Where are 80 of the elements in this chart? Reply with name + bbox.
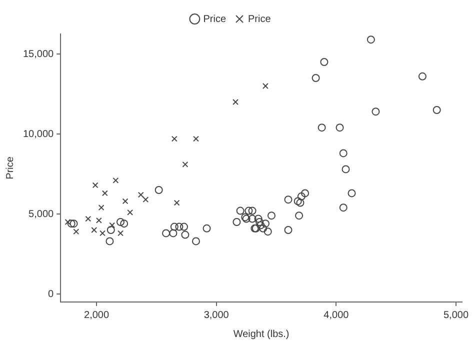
point xyxy=(248,214,256,223)
point xyxy=(193,136,199,142)
point xyxy=(248,206,256,215)
point xyxy=(267,212,276,220)
point xyxy=(112,177,119,184)
legend-label: Price xyxy=(203,14,226,25)
point xyxy=(318,124,326,132)
point xyxy=(244,206,253,215)
point xyxy=(154,186,163,194)
point xyxy=(418,72,426,80)
point xyxy=(348,189,356,198)
x-tick-label: 4,000 xyxy=(324,310,350,321)
point xyxy=(254,214,262,223)
point xyxy=(336,124,344,132)
point xyxy=(106,237,114,246)
point xyxy=(320,58,328,66)
point xyxy=(432,106,441,114)
point xyxy=(98,204,104,211)
point xyxy=(106,226,115,234)
point xyxy=(261,220,270,228)
point xyxy=(169,229,178,238)
point xyxy=(181,230,190,239)
point xyxy=(284,196,292,204)
point xyxy=(182,161,188,168)
point xyxy=(255,218,264,226)
point xyxy=(96,217,102,224)
point xyxy=(170,222,178,231)
y-tick-label: 15,000 xyxy=(22,48,54,60)
point xyxy=(259,224,268,232)
point xyxy=(339,204,348,212)
point xyxy=(284,226,292,234)
point xyxy=(102,190,108,196)
point xyxy=(372,108,380,116)
point xyxy=(366,36,375,44)
point xyxy=(264,228,272,236)
y-tick-label: 10,000 xyxy=(22,128,54,140)
point xyxy=(85,216,92,222)
x-tick-label: 2,000 xyxy=(84,310,110,321)
point xyxy=(174,200,180,206)
point xyxy=(301,189,310,198)
point xyxy=(256,221,265,230)
legend-label: Price xyxy=(248,14,272,25)
point xyxy=(192,237,200,246)
point xyxy=(171,136,178,142)
point xyxy=(127,209,134,216)
point xyxy=(175,222,184,231)
point xyxy=(202,224,211,232)
y-tick-label: 0 xyxy=(48,288,54,300)
x-tick-label: 3,000 xyxy=(204,310,230,321)
point xyxy=(70,220,78,228)
point xyxy=(142,196,149,203)
point xyxy=(296,198,304,207)
point xyxy=(92,182,98,188)
point xyxy=(120,220,128,228)
point xyxy=(180,222,188,231)
x-axis-title: Weight (lbs.) xyxy=(233,328,290,340)
point xyxy=(91,227,98,233)
point xyxy=(122,198,128,204)
point xyxy=(342,165,350,174)
x-tick-label: 5,000 xyxy=(443,310,469,321)
point xyxy=(236,206,244,215)
point xyxy=(67,220,76,228)
y-axis-title: Price xyxy=(4,156,16,180)
point xyxy=(312,74,320,82)
point xyxy=(232,218,241,226)
point xyxy=(295,212,304,220)
point xyxy=(64,219,71,225)
point xyxy=(294,197,302,206)
point xyxy=(232,99,239,105)
point xyxy=(73,228,80,235)
point xyxy=(118,230,124,236)
point xyxy=(339,149,348,158)
point xyxy=(109,222,116,228)
point xyxy=(297,192,306,200)
point xyxy=(100,230,106,236)
y-tick-label: 5,000 xyxy=(28,208,54,220)
point xyxy=(162,229,170,238)
point xyxy=(138,192,144,198)
point xyxy=(262,83,268,89)
point xyxy=(116,218,124,226)
